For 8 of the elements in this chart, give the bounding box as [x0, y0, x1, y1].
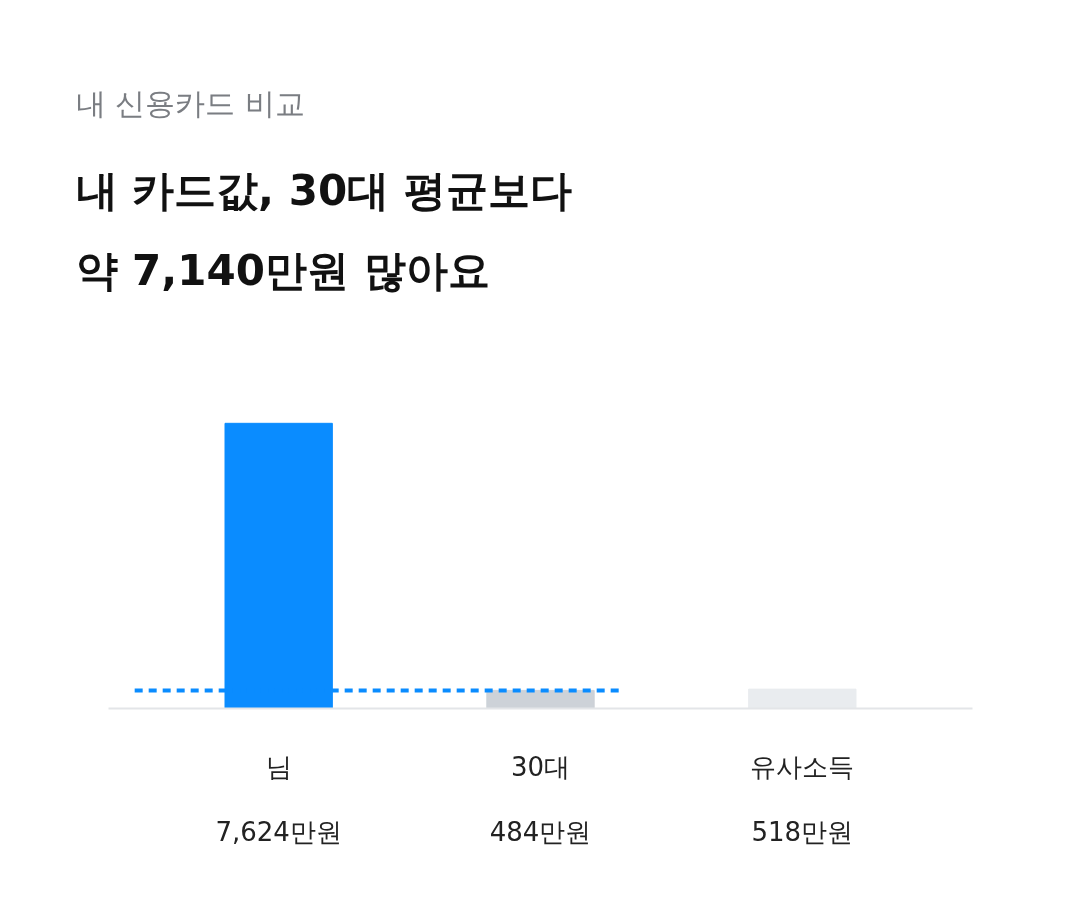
x-tick-label: 님 [265, 751, 292, 782]
data-label: 518만원 [751, 816, 854, 847]
data-label: 484만원 [489, 816, 592, 847]
x-tick-label: 30대 [510, 751, 571, 782]
x-tick-label: 유사소득 [750, 751, 855, 782]
chart-title: 내 카드값, 30대 평균보다 약 7,140만원 많아요 [75, 166, 572, 295]
chart-subtitle: 내 신용카드 비교 [75, 86, 305, 121]
data-label: 7,624만원 [215, 816, 342, 847]
